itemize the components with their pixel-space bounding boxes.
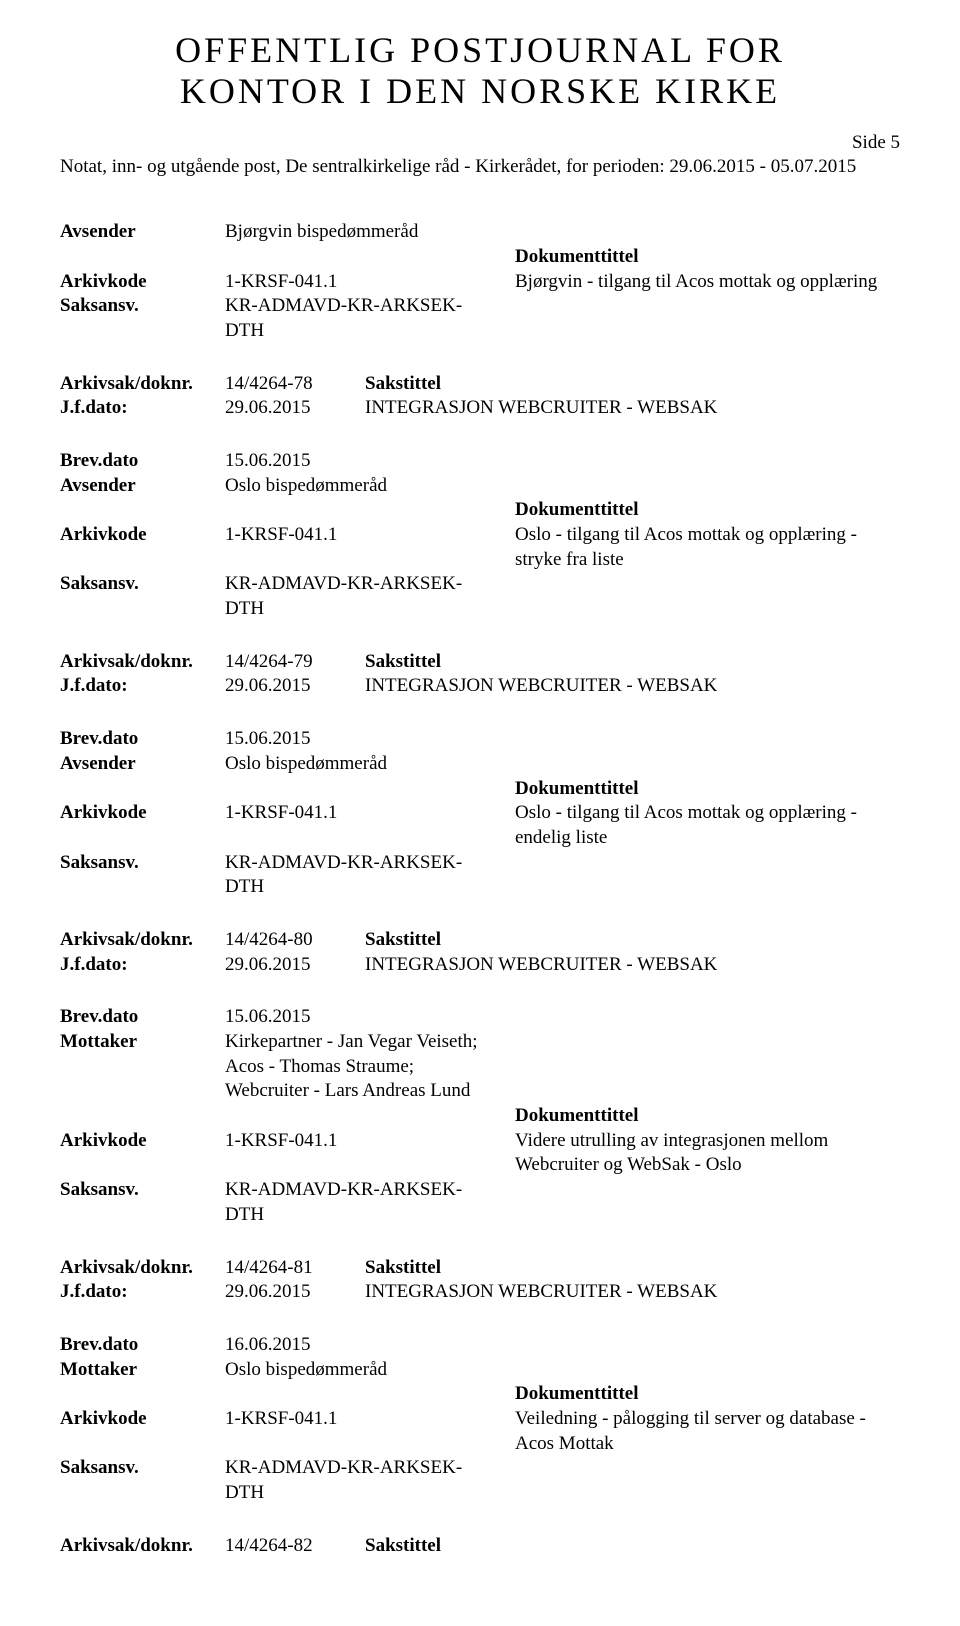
value-brevdato: 15.06.2015: [225, 727, 515, 752]
value-doknr: 14/4264-80: [225, 928, 365, 953]
value-arkivkode: 1-KRSF-041.1: [225, 270, 515, 295]
record-brev: Brev.dato 15.06.2015 Avsender Oslo bispe…: [60, 727, 900, 900]
label-sender: Avsender: [60, 220, 225, 245]
value-doknr: 14/4264-78: [225, 372, 365, 397]
label-dokumenttittel: Dokumenttittel: [515, 245, 638, 270]
label-dokumenttittel: Dokumenttittel: [515, 498, 638, 523]
value-saksansv: KR-ADMAVD-KR-ARKSEK-DTH: [225, 1178, 515, 1227]
label-brevdato: Brev.dato: [60, 727, 225, 752]
label-sakstittel: Sakstittel: [365, 1256, 441, 1281]
value-sender: Kirkepartner - Jan Vegar Veiseth; Acos -…: [225, 1030, 515, 1104]
value-saksansv: KR-ADMAVD-KR-ARKSEK-DTH: [225, 294, 515, 343]
value-brevdato: 16.06.2015: [225, 1333, 515, 1358]
value-saksansv: KR-ADMAVD-KR-ARKSEK-DTH: [225, 572, 515, 621]
record-brev: Brev.dato 15.06.2015 Mottaker Kirkepartn…: [60, 1005, 900, 1227]
value-sender: Oslo bispedømmeråd: [225, 474, 515, 499]
value-sakstittel: INTEGRASJON WEBCRUITER - WEBSAK: [365, 396, 900, 421]
record-arkivsak: Arkivsak/doknr. 14/4264-81 Sakstittel J.…: [60, 1256, 900, 1305]
label-brevdato: Brev.dato: [60, 1005, 225, 1030]
label-brevdato: Brev.dato: [60, 1333, 225, 1358]
label-saksansv: Saksansv.: [60, 572, 225, 597]
page-subtitle: Notat, inn- og utgående post, De sentral…: [60, 155, 900, 180]
value-doctitle: Oslo - tilgang til Acos mottak og opplær…: [515, 801, 900, 850]
value-sakstittel: INTEGRASJON WEBCRUITER - WEBSAK: [365, 953, 900, 978]
value-sakstittel: INTEGRASJON WEBCRUITER - WEBSAK: [365, 674, 900, 699]
label-sender: Avsender: [60, 752, 225, 777]
label-arkivsak: Arkivsak/doknr.: [60, 372, 225, 397]
label-arkivkode: Arkivkode: [60, 270, 225, 295]
label-arkivkode: Arkivkode: [60, 523, 225, 548]
value-arkivkode: 1-KRSF-041.1: [225, 1129, 515, 1154]
record-arkivsak: Arkivsak/doknr. 14/4264-78 Sakstittel J.…: [60, 372, 900, 421]
record-brev: Brev.dato 15.06.2015 Avsender Oslo bispe…: [60, 449, 900, 622]
label-arkivkode: Arkivkode: [60, 1129, 225, 1154]
label-brevdato: Brev.dato: [60, 449, 225, 474]
value-doknr: 14/4264-81: [225, 1256, 365, 1281]
label-jfdato: J.f.dato:: [60, 953, 225, 978]
label-sakstittel: Sakstittel: [365, 1534, 441, 1559]
record-sender: Avsender Bjørgvin bispedømmeråd Dokument…: [60, 220, 900, 343]
record-arkivsak: Arkivsak/doknr. 14/4264-79 Sakstittel J.…: [60, 650, 900, 699]
label-sakstittel: Sakstittel: [365, 372, 441, 397]
title-line1: OFFENTLIG POSTJOURNAL FOR: [175, 30, 785, 70]
label-saksansv: Saksansv.: [60, 294, 225, 319]
value-jfdato: 29.06.2015: [225, 953, 365, 978]
title-line2: KONTOR I DEN NORSKE KIRKE: [180, 71, 780, 111]
value-arkivkode: 1-KRSF-041.1: [225, 523, 515, 548]
value-doctitle: Bjørgvin - tilgang til Acos mottak og op…: [515, 270, 900, 295]
value-sakstittel: INTEGRASJON WEBCRUITER - WEBSAK: [365, 1280, 900, 1305]
label-dokumenttittel: Dokumenttittel: [515, 1382, 638, 1407]
label-sakstittel: Sakstittel: [365, 928, 441, 953]
value-jfdato: 29.06.2015: [225, 674, 365, 699]
value-jfdato: 29.06.2015: [225, 1280, 365, 1305]
label-saksansv: Saksansv.: [60, 1178, 225, 1203]
value-doctitle: Videre utrulling av integrasjonen mellom…: [515, 1129, 900, 1178]
label-arkivsak: Arkivsak/doknr.: [60, 1534, 225, 1559]
value-arkivkode: 1-KRSF-041.1: [225, 1407, 515, 1432]
label-arkivkode: Arkivkode: [60, 1407, 225, 1432]
label-saksansv: Saksansv.: [60, 851, 225, 876]
value-sender: Oslo bispedømmeråd: [225, 752, 515, 777]
label-jfdato: J.f.dato:: [60, 1280, 225, 1305]
value-brevdato: 15.06.2015: [225, 449, 515, 474]
label-sender: Mottaker: [60, 1030, 225, 1055]
value-doknr: 14/4264-82: [225, 1534, 365, 1559]
label-sender: Avsender: [60, 474, 225, 499]
value-sender: Bjørgvin bispedømmeråd: [225, 220, 515, 245]
label-sender: Mottaker: [60, 1358, 225, 1383]
records-container: Avsender Bjørgvin bispedømmeråd Dokument…: [60, 220, 900, 1558]
label-sakstittel: Sakstittel: [365, 650, 441, 675]
value-saksansv: KR-ADMAVD-KR-ARKSEK-DTH: [225, 851, 515, 900]
record-arkivsak-short: Arkivsak/doknr. 14/4264-82 Sakstittel: [60, 1534, 900, 1559]
label-dokumenttittel: Dokumenttittel: [515, 1104, 638, 1129]
label-saksansv: Saksansv.: [60, 1456, 225, 1481]
value-doctitle: Veiledning - pålogging til server og dat…: [515, 1407, 900, 1456]
label-dokumenttittel: Dokumenttittel: [515, 777, 638, 802]
value-saksansv: KR-ADMAVD-KR-ARKSEK-DTH: [225, 1456, 515, 1505]
value-jfdato: 29.06.2015: [225, 396, 365, 421]
value-arkivkode: 1-KRSF-041.1: [225, 801, 515, 826]
label-arkivsak: Arkivsak/doknr.: [60, 1256, 225, 1281]
spacer: [225, 245, 515, 264]
value-doknr: 14/4264-79: [225, 650, 365, 675]
value-brevdato: 15.06.2015: [225, 1005, 515, 1030]
record-arkivsak: Arkivsak/doknr. 14/4264-80 Sakstittel J.…: [60, 928, 900, 977]
value-doctitle: Oslo - tilgang til Acos mottak og opplær…: [515, 523, 900, 572]
label-arkivsak: Arkivsak/doknr.: [60, 650, 225, 675]
record-brev: Brev.dato 16.06.2015 Mottaker Oslo bispe…: [60, 1333, 900, 1506]
label-jfdato: J.f.dato:: [60, 396, 225, 421]
page-title: OFFENTLIG POSTJOURNAL FOR KONTOR I DEN N…: [60, 30, 900, 113]
label-arkivkode: Arkivkode: [60, 801, 225, 826]
label-jfdato: J.f.dato:: [60, 674, 225, 699]
label-arkivsak: Arkivsak/doknr.: [60, 928, 225, 953]
value-sender: Oslo bispedømmeråd: [225, 1358, 515, 1383]
page-number: Side 5: [60, 131, 900, 156]
